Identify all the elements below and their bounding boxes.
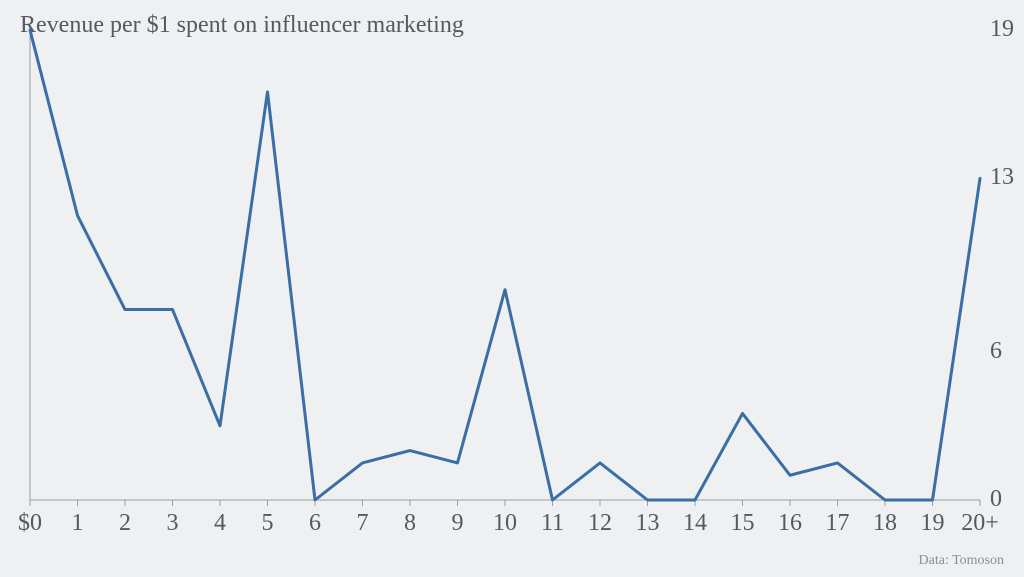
x-tick-label: 14 (683, 510, 707, 537)
x-tick-label: 7 (357, 510, 369, 537)
x-tick-label: 8 (404, 510, 416, 537)
y-tick-label: 19 (990, 16, 1014, 43)
y-tick-label: 0 (990, 486, 1002, 513)
y-tick-label: 6 (990, 338, 1002, 365)
x-tick-label: 17 (826, 510, 850, 537)
chart-container: Revenue per $1 spent on influencer marke… (0, 0, 1024, 577)
x-tick-label: 13 (636, 510, 660, 537)
x-tick-label: 11 (541, 510, 564, 537)
x-tick-label: 10 (493, 510, 517, 537)
y-tick-label: 13 (990, 164, 1014, 191)
x-tick-label: 18 (873, 510, 897, 537)
data-source: Data: Tomoson (919, 553, 1004, 569)
x-tick-label: 4 (214, 510, 226, 537)
x-tick-label: 6 (309, 510, 321, 537)
x-tick-label: $0 (18, 510, 42, 537)
x-tick-label: 19 (921, 510, 945, 537)
x-tick-label: 3 (167, 510, 179, 537)
data-line (30, 30, 980, 500)
chart-plot-area (0, 0, 1024, 577)
x-tick-label: 16 (778, 510, 802, 537)
x-tick-label: 9 (452, 510, 464, 537)
x-tick-label: 2 (119, 510, 131, 537)
x-tick-label: 12 (588, 510, 612, 537)
x-tick-label: 15 (731, 510, 755, 537)
x-tick-label: 5 (262, 510, 274, 537)
x-tick-label: 1 (72, 510, 84, 537)
x-tick-marks (30, 500, 980, 506)
x-tick-label: 20+ (961, 510, 999, 537)
